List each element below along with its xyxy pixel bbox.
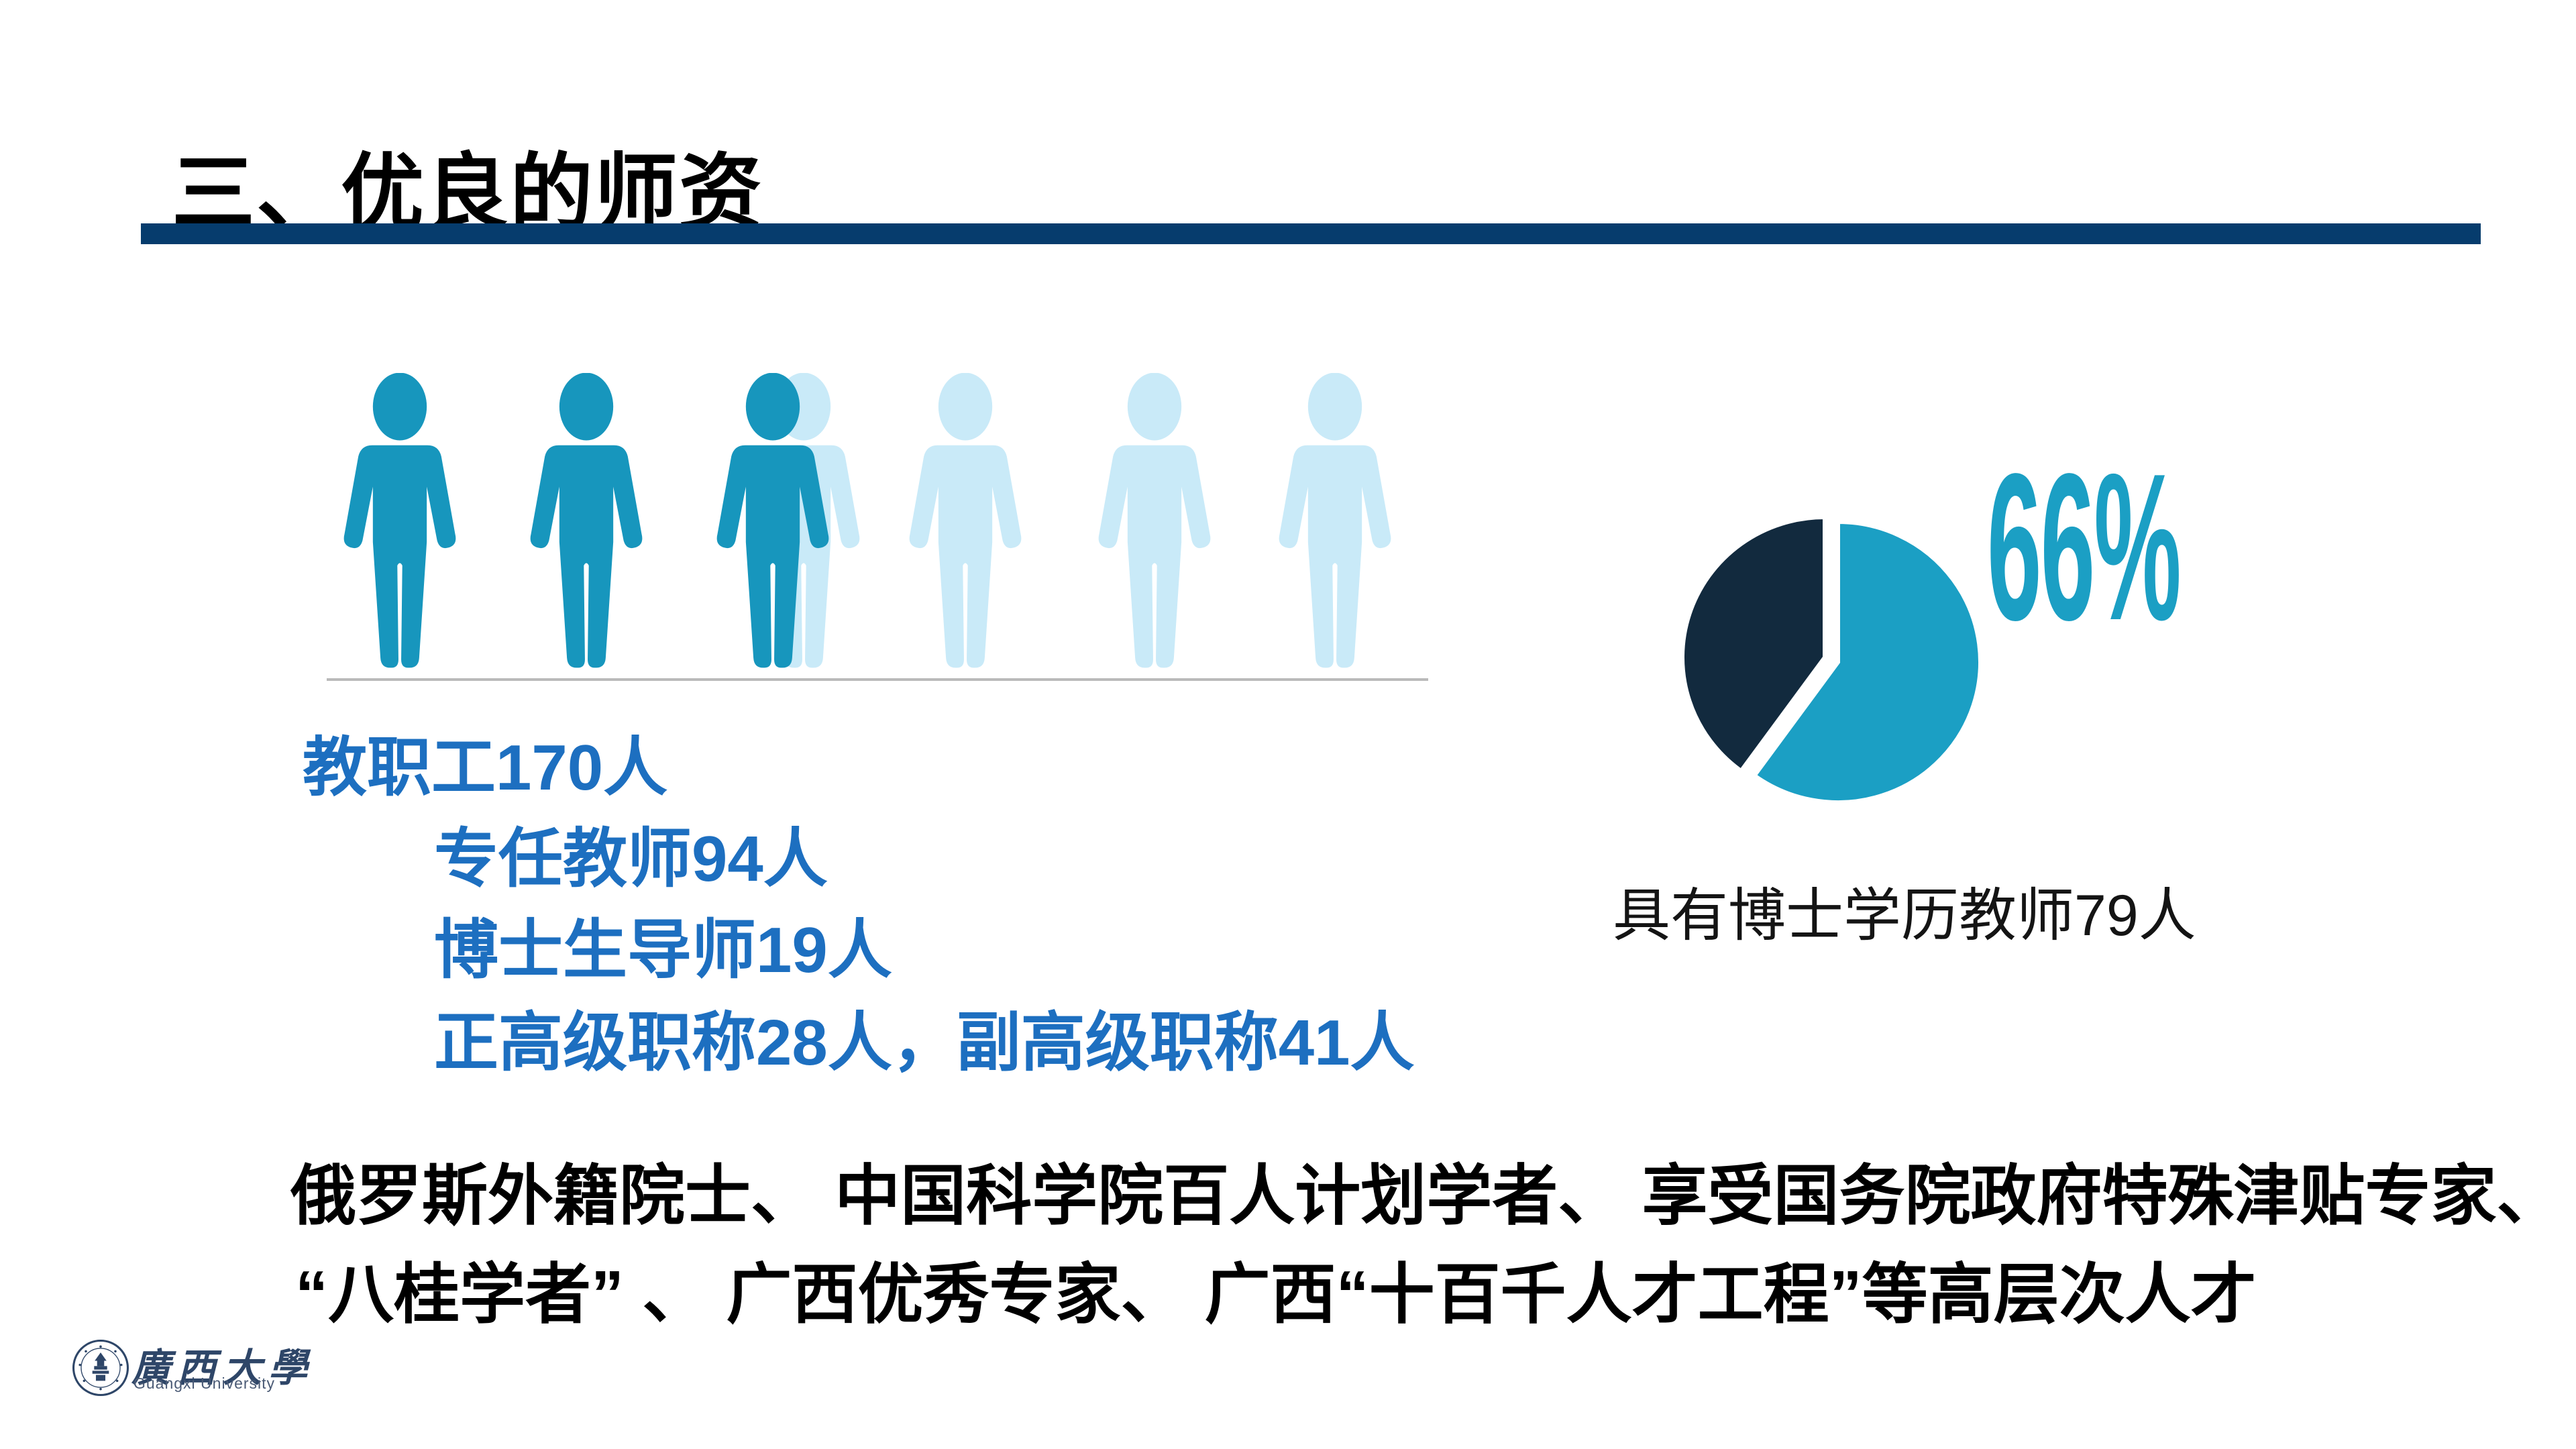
person-icon-light-3 xyxy=(1279,373,1391,668)
logo-chinese-name: 廣西大學 xyxy=(131,1345,315,1391)
pictogram-underline xyxy=(327,678,1428,681)
talents-line-1: 俄罗斯外籍院士、 中国科学院百人计划学者、 享受国务院政府特殊津贴专家、 xyxy=(290,1159,2563,1232)
pie-slice-rest xyxy=(1680,515,1827,774)
pie-caption: 具有博士学历教师79人 xyxy=(1613,883,2196,948)
pie-percent-label: 66% xyxy=(1987,431,2182,664)
person-icon-light-1 xyxy=(909,373,1022,668)
person-icon-filled-3 xyxy=(716,373,829,668)
pie-slice-main xyxy=(1752,519,1982,804)
person-icon-light-2 xyxy=(1098,373,1211,668)
logo-english-name: Guangxi University xyxy=(133,1375,276,1392)
talents-line-2: “八桂学者” 、 广西优秀专家、 广西“十百千人才工程”等高层次人才 xyxy=(295,1257,2257,1331)
stat-phd-supervisors: 博士生导师19人 xyxy=(434,914,892,986)
phd-share-pie-chart xyxy=(1680,515,1982,804)
stat-staff-total: 教职工170人 xyxy=(303,732,668,804)
university-seal-icon xyxy=(72,1339,129,1397)
person-icon-filled-2 xyxy=(530,373,643,668)
stat-fulltime-teachers: 专任教师94人 xyxy=(434,823,828,895)
stat-senior-titles: 正高级职称28人，副高级职称41人 xyxy=(434,1007,1415,1079)
title-accent-bar xyxy=(141,223,2481,244)
person-icon-filled-1 xyxy=(343,373,456,668)
